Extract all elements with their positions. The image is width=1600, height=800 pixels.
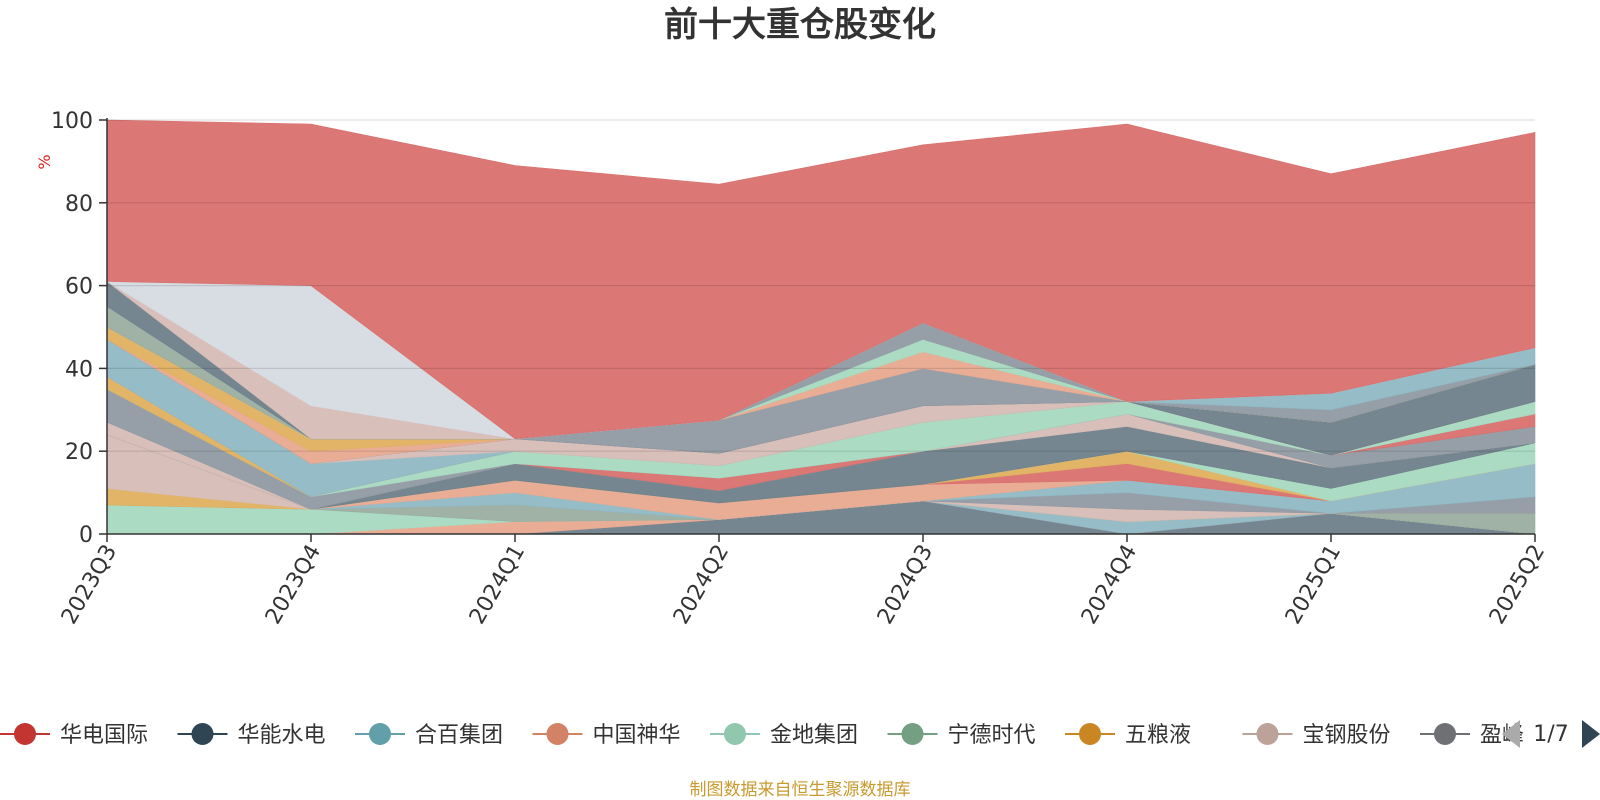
legend: 华电国际 华能水电 合百集团 中国神华 金地集团 宁德时代 五粮液 宝钢股份 盈峰	[0, 723, 1524, 748]
legend-label: 合百集团	[415, 723, 503, 748]
x-tick-label: 2024Q3	[873, 541, 938, 629]
area-series-34	[106, 119, 1536, 440]
legend-marker-icon	[14, 723, 36, 745]
legend-item[interactable]: 华电国际	[0, 723, 148, 748]
x-tick-label: 2023Q4	[261, 541, 326, 629]
x-tick-label: 2025Q2	[1485, 541, 1550, 629]
y-unit-label: %	[35, 154, 54, 169]
legend-item[interactable]: 宝钢股份	[1242, 723, 1391, 748]
legend-item[interactable]: 华能水电	[177, 723, 326, 748]
y-tick-label: 20	[65, 440, 93, 465]
x-tick-label: 2025Q1	[1281, 541, 1346, 629]
legend-item[interactable]: 中国神华	[532, 723, 681, 748]
legend-marker-icon	[724, 723, 746, 745]
legend-marker-icon	[1079, 723, 1101, 745]
area-layers	[105, 119, 1536, 535]
legend-marker-icon	[901, 723, 924, 745]
data-source-note: 制图数据来自恒生聚源数据库	[690, 780, 911, 800]
legend-marker-icon	[191, 723, 214, 745]
gridlines	[107, 119, 1535, 452]
x-tick-label: 2024Q4	[1077, 541, 1142, 629]
legend-item[interactable]: 金地集团	[710, 723, 858, 748]
legend-label: 宝钢股份	[1303, 723, 1391, 748]
legend-marker-icon	[369, 723, 391, 745]
y-tick-label: 0	[79, 523, 93, 548]
legend-marker-icon	[1256, 723, 1279, 745]
legend-label: 五粮液	[1125, 723, 1191, 748]
legend-page-indicator: 1/7	[1533, 722, 1568, 747]
legend-pager: 1/7	[1502, 720, 1600, 748]
legend-marker-icon	[546, 723, 569, 745]
legend-label: 中国神华	[593, 723, 681, 748]
legend-label: 华能水电	[238, 723, 326, 748]
y-tick-label: 100	[51, 109, 93, 134]
legend-item[interactable]: 五粮液	[1065, 723, 1191, 748]
y-tick-label: 40	[65, 357, 93, 382]
x-tick-label: 2024Q2	[669, 541, 734, 629]
chart-title: 前十大重仓股变化	[664, 5, 936, 45]
legend-item[interactable]: 宁德时代	[887, 723, 1036, 748]
legend-next-icon[interactable]	[1582, 720, 1600, 748]
legend-label: 华电国际	[60, 723, 148, 748]
y-tick-label: 60	[65, 275, 93, 300]
legend-marker-icon	[1434, 723, 1456, 745]
legend-label: 金地集团	[770, 723, 858, 748]
x-tick-label: 2024Q1	[465, 541, 530, 629]
y-tick-label: 80	[65, 192, 93, 217]
legend-item[interactable]: 合百集团	[355, 723, 503, 748]
legend-label: 宁德时代	[948, 723, 1036, 748]
legend-prev-icon[interactable]	[1502, 720, 1520, 748]
x-tick-label: 2023Q3	[57, 541, 122, 629]
